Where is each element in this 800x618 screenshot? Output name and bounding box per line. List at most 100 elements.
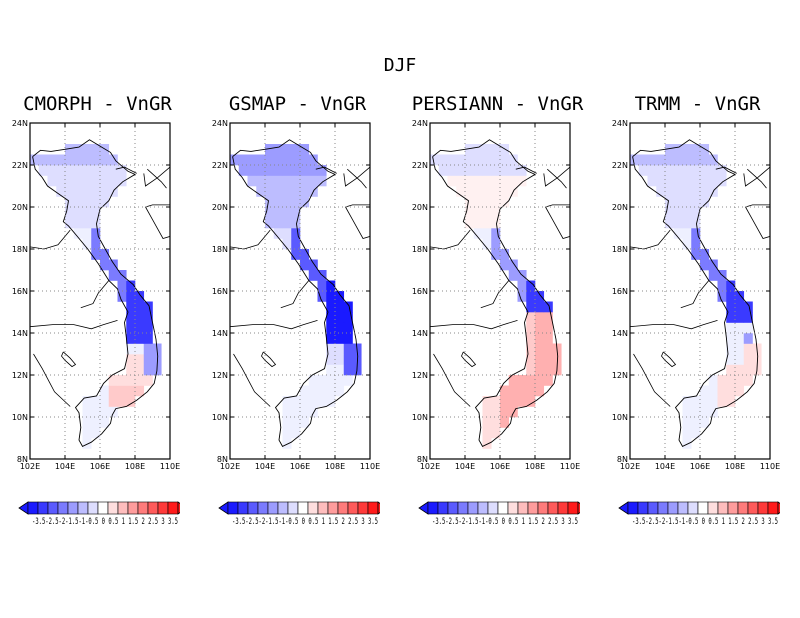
precip-cell [508,406,518,418]
lat-tick-label: 16N [212,287,228,296]
precip-cell [100,154,110,166]
lon-tick-label: 104E [255,462,275,471]
colorbar-swatch [127,501,139,515]
precip-cell [743,364,753,376]
precip-cell [300,396,310,407]
precip-cell [700,406,710,418]
precip-cell [238,165,248,176]
precip-cell [82,228,92,239]
precip-cell [691,186,701,197]
precip-cell [326,301,336,313]
colorbar-swatch [157,501,169,515]
precip-cell [543,343,553,355]
precip-cell [482,217,492,229]
country-border [680,280,710,309]
panel-title: TRMM - VnGR [634,93,761,115]
precip-cell [508,154,518,166]
precip-cell [282,406,292,418]
precip-cell [682,427,692,439]
colorbar-swatch [247,501,259,515]
lat-tick-label: 24N [212,119,228,128]
precip-cell [308,154,318,166]
precip-cell [500,165,510,176]
precip-cell [335,364,345,376]
precip-cell [517,280,527,292]
grid-lines [630,123,770,459]
lat-tick-label: 12N [12,371,28,380]
precip-cell [82,207,92,218]
precip-cell [65,144,75,155]
precip-cell [300,249,310,260]
precip-cell [291,417,301,428]
precip-cell [126,291,136,302]
precip-cell [743,312,753,323]
precip-cell [517,291,527,302]
lat-tick-label: 16N [12,287,28,296]
precip-cell [300,406,310,418]
precip-cell [38,165,48,176]
precip-cell [735,364,745,376]
precip-cell [73,228,83,239]
colorbar-swatch [317,501,329,515]
precip-cell [682,217,692,229]
country-border [429,229,471,250]
colorbar-persiann: -3.5-2.5-2-1.5-1-0.5 0 0.5 1 1.5 2 2.5 3… [418,501,580,526]
precip-cell [691,207,701,218]
precip-cell [143,364,153,376]
precip-cell [65,154,75,166]
precip-cell [91,217,101,229]
precip-cell [465,217,475,229]
colorbar-gsmap: -3.5-2.5-2-1.5-1-0.5 0 0.5 1 1.5 2 2.5 3… [218,501,380,526]
precip-cell [691,144,701,155]
precip-cell [482,396,492,407]
precip-cell [143,301,153,313]
precip-cell [491,427,501,439]
precip-cell [456,175,466,187]
colorbar-swatch [87,501,99,515]
precip-cell [543,333,553,344]
precip-cell [73,186,83,197]
colorbar-swatch [727,501,739,515]
precip-cell [552,354,562,365]
precip-cell [265,175,275,187]
precip-cell [647,165,657,176]
colorbar-min-arrow [218,501,229,515]
precip-cell [673,186,683,197]
precip-cell [30,154,40,166]
precip-cell [735,312,745,323]
precip-cell [465,186,475,197]
precip-cell [282,175,292,187]
precip-cell [108,385,118,397]
precip-cell [273,196,283,208]
precip-cell [47,175,57,187]
precip-cell [82,144,92,155]
precip-cell [700,396,710,407]
precip-cell [508,385,518,397]
precip-cell [656,154,666,166]
colorbar-swatch [257,501,269,515]
precip-cell [535,291,545,302]
precip-cell [708,259,718,271]
precip-cell [526,364,536,376]
lon-tick-label: 106E [90,462,110,471]
precip-cell [465,165,475,176]
colorbar-labels: -3.5-2.5-2-1.5-1-0.5 0 0.5 1 1.5 2 2.5 3… [232,517,378,526]
precip-cell [65,175,75,187]
precip-cell [38,154,48,166]
precip-cell [308,406,318,418]
colorbar-swatch [437,501,449,515]
precip-cell [100,396,110,407]
precip-cell [326,375,336,386]
precip-cell [326,354,336,365]
colorbar-swatch [47,501,59,515]
precip-cell [100,175,110,187]
precip-cell [308,375,318,386]
precip-cell [673,217,683,229]
precip-cell [82,406,92,418]
precip-cell [82,217,92,229]
lat-tick-label: 14N [212,329,228,338]
precip-cell [647,175,657,187]
precip-cell [500,259,510,271]
precip-cells [230,144,362,449]
precip-cell [726,385,736,397]
